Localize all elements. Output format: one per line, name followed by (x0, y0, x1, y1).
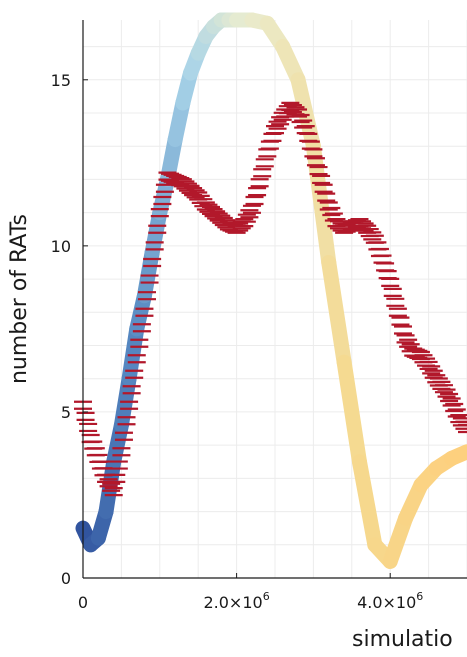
series-0-segment (336, 354, 367, 470)
series-0-segment (382, 510, 414, 569)
x-tick-label: 0 (78, 593, 88, 612)
y-tick-label: 0 (61, 569, 71, 588)
y-tick-label: 15 (51, 71, 71, 90)
y-tick-label: 10 (51, 237, 71, 256)
ticks: 0 5 10 15 0 2.0×106 4.0×106 (51, 71, 424, 612)
y-tick-label: 5 (61, 403, 71, 422)
x-tick-label: 4.0×106 (357, 590, 423, 612)
series-layer (74, 12, 467, 569)
series-0-segment (290, 72, 321, 154)
x-axis-label: simulatio (352, 627, 453, 652)
series-0-segment (444, 444, 467, 466)
series-0-segment (351, 454, 383, 553)
x-tick-label: 2.0×106 (203, 590, 269, 612)
series-1 (74, 101, 467, 497)
series-0-segment (305, 138, 337, 270)
series-0-segment (321, 254, 352, 370)
y-axis-label: number of RATs (7, 214, 32, 384)
